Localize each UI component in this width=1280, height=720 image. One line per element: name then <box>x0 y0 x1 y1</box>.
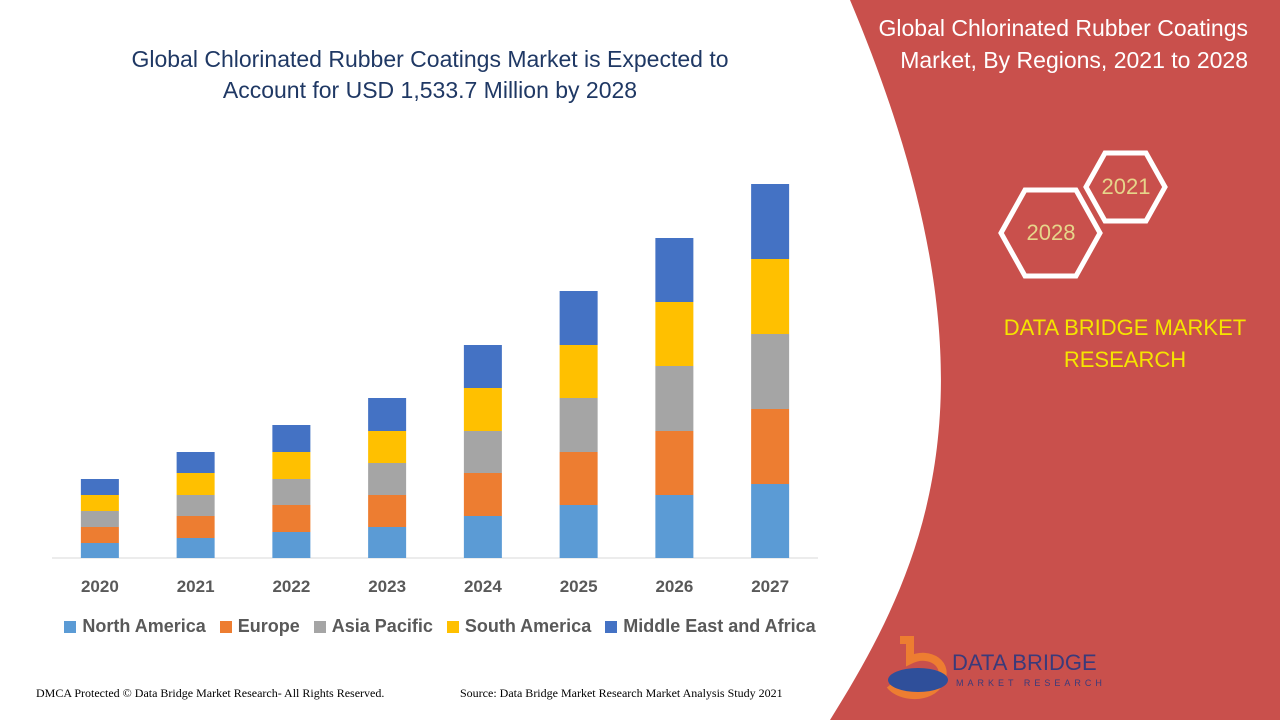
bar-segment <box>751 184 790 259</box>
x-tick-label: 2025 <box>560 577 598 596</box>
bar-segment <box>463 345 502 388</box>
bar-segment <box>80 511 119 527</box>
legend-label: North America <box>82 616 206 636</box>
bar-segment <box>368 527 407 558</box>
bar-segment <box>368 463 407 495</box>
x-tick-label: 2023 <box>368 577 406 596</box>
legend-swatch <box>446 620 459 633</box>
x-tick-label: 2021 <box>177 577 215 596</box>
bar-segment <box>368 431 407 463</box>
bar-segment <box>176 495 215 516</box>
legend-swatch <box>64 620 77 633</box>
legend-swatch <box>219 620 232 633</box>
bar-segment <box>368 495 407 527</box>
logo-tagline: MARKET RESEARCH <box>956 678 1106 688</box>
bar-segment <box>655 495 694 558</box>
bar-segment <box>751 409 790 484</box>
brand: DATA BRIDGE MARKET RESEARCH <box>1003 315 1247 372</box>
x-tick-label: 2027 <box>751 577 789 596</box>
bar-segment <box>80 527 119 543</box>
bar-segment <box>559 345 598 398</box>
bar-segment <box>751 334 790 409</box>
side-panel <box>830 0 1280 720</box>
x-tick-label: 2024 <box>464 577 502 596</box>
bar-segment <box>272 532 311 558</box>
bar-segment <box>176 516 215 538</box>
logo-name: DATA BRIDGE <box>952 650 1097 675</box>
bar-segment <box>80 495 119 511</box>
legend-label: Asia Pacific <box>331 616 433 636</box>
bar-segment <box>176 473 215 495</box>
source: Source: Data Bridge Market Research Mark… <box>460 686 783 700</box>
bar-segment <box>655 238 694 302</box>
legend-label: South America <box>464 616 592 636</box>
legend-item: Europe <box>219 616 300 637</box>
bar-segment <box>751 259 790 334</box>
copyright: DMCA Protected © Data Bridge Market Rese… <box>36 686 385 700</box>
legend-item: Asia Pacific <box>313 616 433 637</box>
x-tick-label: 2022 <box>272 577 310 596</box>
bar-segment <box>655 302 694 366</box>
bar-segment <box>176 538 215 558</box>
legend-item: Middle East and Africa <box>605 616 816 637</box>
bar-segment <box>272 505 311 532</box>
legend-item: South America <box>446 616 592 637</box>
hex-label: 2028 <box>1027 220 1076 245</box>
logo-mark <box>886 636 948 700</box>
legend-swatch <box>313 620 326 633</box>
hexagon <box>1083 150 1168 224</box>
legend-label: Europe <box>237 616 300 636</box>
bar-segment <box>272 425 311 452</box>
bar-segment <box>655 431 694 495</box>
hex-label: 2021 <box>1102 174 1151 199</box>
legend-swatch <box>605 620 618 633</box>
bar-segment <box>559 452 598 505</box>
hexagon <box>998 187 1103 279</box>
bar-segment <box>559 291 598 345</box>
bar-segment <box>463 516 502 558</box>
bar-segment <box>80 543 119 558</box>
bar-segment <box>559 398 598 452</box>
bar-segment <box>559 505 598 558</box>
bar-segment <box>463 431 502 473</box>
panel-title: Global Chlorinated Rubber Coatings Marke… <box>878 15 1249 73</box>
legend-item: North America <box>64 616 206 637</box>
bar-segment <box>463 388 502 431</box>
bar-segment <box>655 366 694 431</box>
x-tick-label: 2020 <box>81 577 119 596</box>
x-tick-label: 2026 <box>655 577 693 596</box>
legend-label: Middle East and Africa <box>623 616 816 636</box>
legend: North America Europe Asia Pacific South Ame… <box>50 616 830 637</box>
bar-segment <box>272 479 311 505</box>
bar-segment <box>751 484 790 558</box>
chart-title: Global Chlorinated Rubber Coatings Marke… <box>131 46 729 103</box>
bar-segment <box>176 452 215 473</box>
bar-segment <box>272 452 311 479</box>
bar-segment <box>368 398 407 431</box>
bar-segment <box>463 473 502 516</box>
bar-segment <box>80 479 119 495</box>
